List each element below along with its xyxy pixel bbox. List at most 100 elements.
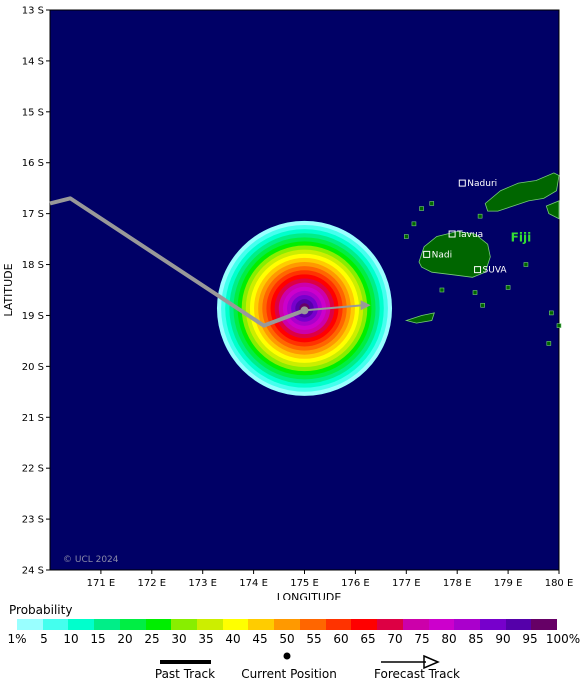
islet (523, 262, 529, 267)
colorbar-tick-label: 75 (414, 632, 430, 646)
vanua-levu-island (484, 172, 560, 212)
islet (477, 213, 483, 219)
y-tick-label: 24 S (22, 566, 44, 577)
forecast-track-arrowhead (360, 300, 371, 311)
x-tick-label: 180 E (545, 578, 574, 589)
past-track-line (49, 196, 306, 328)
colorbar-tick-label: 60 (333, 632, 349, 646)
x-tick-label: 172 E (138, 578, 167, 589)
x-tick-label: 173 E (188, 578, 217, 589)
colorbar-swatch (531, 619, 558, 630)
colorbar-tick-label: 85 (468, 632, 484, 646)
colorbar-swatch (17, 619, 43, 630)
colorbar-tick-label: 1% (7, 632, 27, 646)
x-axis-label: LONGITUDE (277, 591, 342, 600)
x-tick-label: 177 E (392, 578, 421, 589)
y-tick-label: 19 S (22, 311, 44, 322)
colorbar-tick-label: 70 (387, 632, 403, 646)
place-label: Tavua (456, 230, 483, 240)
y-tick-label: 17 S (22, 209, 44, 220)
taveuni-island (545, 200, 560, 220)
place-marker (458, 179, 466, 187)
colorbar-swatch (197, 619, 223, 630)
forecast-track-legend-arrowhead (423, 654, 440, 670)
colorbar-swatch (377, 619, 403, 630)
colorbar-labels: 1% 5 10 15 20 25 30 35 40 45 50 55 60 65 70 75 80 85 90 95 1… (0, 632, 580, 646)
kadavu-island (404, 312, 435, 324)
colorbar-swatch (428, 619, 455, 630)
past-track-legend-label: Past Track (154, 667, 216, 681)
colorbar-tick-label: 90 (495, 632, 511, 646)
colorbar-swatch (299, 619, 326, 630)
islet (549, 310, 554, 316)
current-position-marker (300, 306, 309, 315)
islet (411, 221, 417, 227)
colorbar-tick-label: 15 (90, 632, 106, 646)
islet (439, 287, 445, 293)
colorbar-swatch (351, 619, 378, 630)
colorbar-tick-label: 5 (40, 632, 48, 646)
y-tick-label: 22 S (22, 464, 44, 475)
x-tick-label: 179 E (494, 578, 523, 589)
colorbar-swatch (248, 619, 275, 630)
x-tick-label: 175 E (290, 578, 319, 589)
place-marker (423, 250, 431, 258)
probability-colorbar (17, 619, 558, 630)
colorbar-swatch (42, 619, 69, 630)
place-label: SUVA (483, 266, 508, 276)
y-tick-label: 14 S (22, 56, 44, 67)
y-tick-label: 23 S (22, 515, 44, 526)
storm-tracks (49, 196, 371, 328)
islet (480, 302, 485, 308)
colorbar-tick-label: 40 (225, 632, 241, 646)
current-position-legend-label: Current Position (241, 667, 337, 681)
colorbar-tick-label: 30 (171, 632, 187, 646)
credit-label: © UCL 2024 (63, 555, 119, 565)
islet (505, 285, 511, 290)
islet (472, 290, 478, 295)
place-labels: Naduri Tavua Nadi SUVA Fiji (423, 179, 531, 276)
colorbar-tick-label: 10 (63, 632, 79, 646)
y-tick-label: 16 S (22, 158, 44, 169)
current-position-legend-dot (283, 652, 291, 660)
y-tick-label: 20 S (22, 362, 44, 373)
islet (403, 234, 409, 239)
colorbar-tick-label: 50 (279, 632, 295, 646)
colorbar-swatch (94, 619, 120, 630)
colorbar-swatch (171, 619, 198, 630)
islet (429, 201, 435, 206)
place-marker (474, 266, 482, 274)
colorbar-tick-label: 80 (441, 632, 457, 646)
colorbar-swatch (454, 619, 480, 630)
y-tick-label: 21 S (22, 413, 44, 424)
axis-ticks: 171 E 172 E 173 E 174 E 175 E 176 E 177 E 178 E… (22, 6, 574, 590)
colorbar-tick-label: 100% (545, 632, 580, 646)
colorbar-swatch (325, 619, 352, 630)
islet (556, 323, 562, 328)
colorbar-swatch (68, 619, 95, 630)
colorbar-tick-label: 20 (117, 632, 133, 646)
colorbar-swatch (222, 619, 249, 630)
y-axis-label: LATITUDE (2, 263, 15, 316)
colorbar-tick-label: 45 (252, 632, 268, 646)
x-tick-label: 178 E (443, 578, 472, 589)
colorbar-swatch (479, 619, 506, 630)
x-tick-label: 171 E (87, 578, 116, 589)
colorbar-swatch (505, 619, 532, 630)
place-marker (448, 230, 456, 238)
x-tick-label: 176 E (341, 578, 370, 589)
islet (419, 206, 424, 211)
track-legend: Past Track Current Position Forecast Tra… (0, 648, 580, 688)
colorbar-tick-label: 25 (144, 632, 160, 646)
colorbar-tick-label: 55 (306, 632, 322, 646)
colorbar-tick-label: 95 (522, 632, 538, 646)
y-tick-label: 13 S (22, 6, 44, 17)
colorbar-swatch (274, 619, 300, 630)
y-tick-label: 15 S (22, 107, 44, 118)
colorbar-swatch (145, 619, 172, 630)
viti-levu-island (418, 231, 491, 278)
x-tick-label: 174 E (239, 578, 268, 589)
colorbar-tick-label: 35 (198, 632, 214, 646)
colorbar-title: Probability (9, 603, 73, 617)
